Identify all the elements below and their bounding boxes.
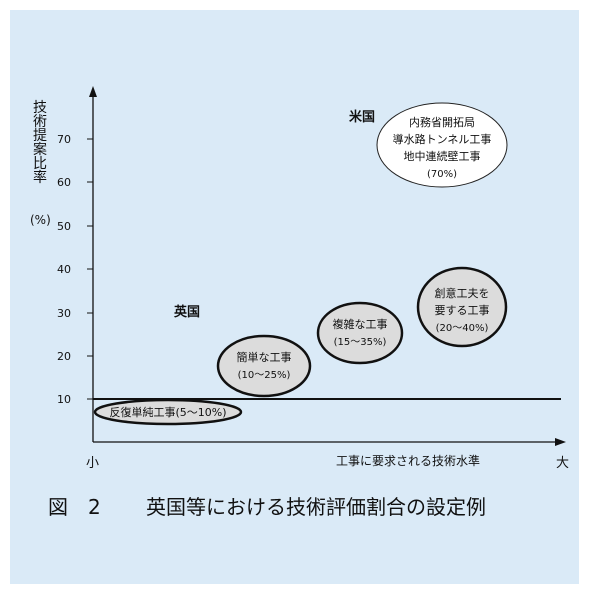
y-tick-label-40: 40 — [57, 263, 71, 276]
bubble-simple-work: 簡単な工事 (10～25%) — [216, 334, 312, 398]
bubble-text: (70%) — [427, 169, 457, 180]
x-axis-small-label: 小 — [86, 456, 99, 471]
y-label-char: 術 — [33, 114, 47, 130]
y-ticks: 10 20 30 40 50 60 70 — [57, 133, 93, 406]
y-label-char: 比 — [33, 156, 47, 172]
bubble-text: 簡単な工事 — [237, 350, 292, 364]
bubble-creative-work: 創意工夫を 要する工事 (20～40%) — [416, 266, 508, 348]
y-tick-label-70: 70 — [57, 133, 71, 146]
bubble-text: (10～25%) — [238, 370, 291, 381]
bubble-shape — [93, 398, 243, 426]
y-axis-unit: (%) — [30, 213, 51, 227]
bubble-shape — [416, 266, 508, 348]
figure-caption-title: 英国等における技術評価割合の設定例 — [146, 495, 486, 519]
region-label-uk: 英国 — [173, 304, 200, 320]
bubble-text: 複雑な工事 — [333, 317, 388, 331]
bubble-text: 導水路トンネル工事 — [393, 132, 492, 146]
y-tick-label-30: 30 — [57, 307, 71, 320]
bubble-us-projects: 内務省開拓局 導水路トンネル工事 地中連続壁工事 (70%) — [376, 102, 508, 188]
y-tick-label-20: 20 — [57, 350, 71, 363]
y-label-char: 案 — [33, 141, 47, 158]
bubble-text: 地中連続壁工事 — [404, 149, 481, 163]
y-tick-label-60: 60 — [57, 176, 71, 189]
y-label-char: 提 — [33, 128, 47, 144]
bubble-text: 要する工事 — [435, 304, 490, 317]
y-tick-label-50: 50 — [57, 220, 71, 233]
x-axis-arrow — [555, 438, 566, 446]
y-axis-arrow — [89, 86, 97, 97]
y-label-char: 技 — [33, 100, 47, 116]
bubble-shape — [316, 301, 404, 365]
figure-caption-number: 図 2 — [48, 495, 101, 519]
x-axis-large-label: 大 — [556, 456, 569, 471]
bubble-shape — [216, 334, 312, 398]
bubble-complex-work: 複雑な工事 (15～35%) — [316, 301, 404, 365]
bubble-text: (15～35%) — [334, 337, 387, 348]
x-axis-title: 工事に要求される技術水準 — [336, 453, 480, 468]
region-label-us: 米国 — [349, 109, 375, 125]
bubble-shape — [376, 102, 508, 188]
y-axis-label: 技 術 提 案 比 率 — [33, 100, 47, 186]
bubble-text: (20～40%) — [436, 323, 489, 334]
bubble-text: 創意工夫を — [435, 286, 490, 300]
y-label-char: 率 — [33, 169, 47, 186]
y-tick-label-10: 10 — [57, 393, 71, 406]
bubble-text: 反復単純工事(5～10%) — [109, 405, 226, 419]
bubble-text: 内務省開拓局 — [409, 115, 475, 129]
bubble-simple-repetitive: 反復単純工事(5～10%) — [93, 398, 243, 426]
